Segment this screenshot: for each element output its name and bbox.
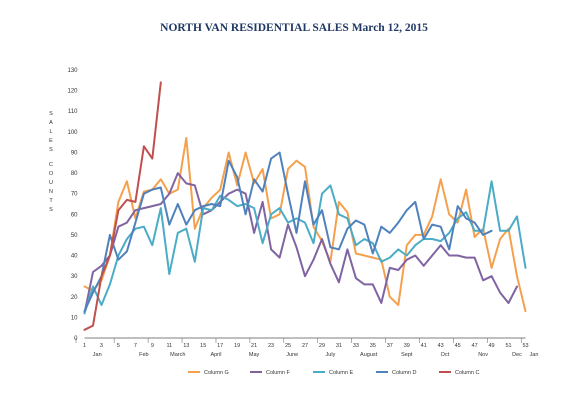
x-tick-label: 53 — [522, 343, 528, 349]
x-tick-label: 35 — [370, 343, 376, 349]
legend-label: Column E — [329, 370, 353, 376]
x-tick-label: 29 — [319, 343, 325, 349]
legend-label: Column D — [392, 370, 416, 376]
series-line-column-g — [83, 137, 527, 313]
y-tick-label: 130 — [67, 68, 78, 74]
x-tick-label: 37 — [387, 343, 393, 349]
month-label: August — [360, 352, 378, 358]
y-tick-label: 120 — [67, 89, 78, 95]
month-label: Sept — [401, 352, 413, 358]
y-tick-label: 70 — [71, 192, 78, 198]
month-label: June — [286, 352, 298, 358]
month-labels: Jan Feb March April May June July August Sept Oct… — [93, 352, 539, 358]
x-tick-label: 27 — [302, 343, 308, 349]
y-axis-label-word-1: S A L E S — [49, 111, 53, 153]
axes — [75, 337, 526, 343]
x-tick-label: 1 — [83, 343, 86, 349]
x-tick-label: 47 — [472, 343, 478, 349]
series-line-column-c — [83, 81, 162, 331]
y-tick-label: 50 — [71, 233, 78, 239]
x-tick-label: 5 — [117, 343, 120, 349]
month-label: Feb — [139, 352, 148, 358]
month-label: May — [249, 352, 260, 358]
y-axis-label: S A L E S C O U N T S — [46, 110, 56, 215]
x-tick-label: 23 — [268, 343, 274, 349]
x-tick-label: 25 — [285, 343, 291, 349]
month-label: Nov — [478, 352, 488, 358]
y-tick-label: 0 — [74, 336, 78, 342]
x-tick-label: 17 — [217, 343, 223, 349]
y-tick-label: 110 — [68, 109, 78, 115]
x-tick-label: 3 — [100, 343, 103, 349]
x-tick-label: 15 — [200, 343, 206, 349]
y-tick-label: 60 — [71, 212, 78, 218]
month-label: Dec — [512, 352, 522, 358]
x-tick-labels: 1 3 5 7 9 11 13 15 17 19 21 23 25 27 29 31 33 35 37 39 41 43 4… — [83, 343, 529, 349]
x-tick-label: 11 — [166, 343, 172, 349]
series-line-column-e — [83, 180, 527, 315]
month-label: Jan — [530, 352, 539, 358]
legend: Column G Column F Column E Column D Column C — [188, 370, 479, 376]
y-tick-label: 80 — [71, 171, 78, 177]
chart-title: NORTH VAN RESIDENTIAL SALES March 12, 20… — [160, 22, 428, 34]
x-tick-label: 39 — [404, 343, 410, 349]
x-tick-label: 9 — [151, 343, 154, 349]
x-tick-label: 7 — [134, 343, 137, 349]
y-tick-label: 100 — [67, 130, 78, 136]
legend-label: Column G — [204, 370, 229, 376]
series-lines — [83, 81, 527, 331]
x-tick-label: 41 — [421, 343, 427, 349]
legend-label: Column C — [455, 370, 479, 376]
x-tick-label: 49 — [489, 343, 495, 349]
month-label: July — [326, 352, 336, 358]
x-tick-label: 43 — [438, 343, 444, 349]
x-tick-label: 33 — [353, 343, 359, 349]
x-tick-label: 51 — [505, 343, 511, 349]
y-tick-labels: 0 10 20 30 40 50 60 70 80 90 100 110 120 130 — [67, 68, 78, 342]
y-axis-label-word-2: C O U N T S — [48, 162, 54, 213]
x-tick-label: 13 — [183, 343, 189, 349]
series-line-column-d — [83, 151, 493, 313]
y-tick-label: 20 — [71, 295, 78, 301]
legend-label: Column F — [266, 370, 290, 376]
series-line-column-f — [83, 172, 518, 315]
y-tick-label: 10 — [71, 315, 78, 321]
y-tick-label: 30 — [71, 274, 78, 280]
month-label: Jan — [93, 352, 102, 358]
y-tick-label: 40 — [71, 254, 78, 260]
y-tick-label: 90 — [71, 150, 78, 156]
month-label: Oct — [441, 352, 450, 358]
month-label: April — [210, 352, 221, 358]
x-tick-label: 19 — [234, 343, 240, 349]
month-label: March — [170, 352, 185, 358]
x-tick-label: 45 — [455, 343, 461, 349]
x-tick-label: 31 — [336, 343, 342, 349]
x-tick-label: 21 — [251, 343, 257, 349]
